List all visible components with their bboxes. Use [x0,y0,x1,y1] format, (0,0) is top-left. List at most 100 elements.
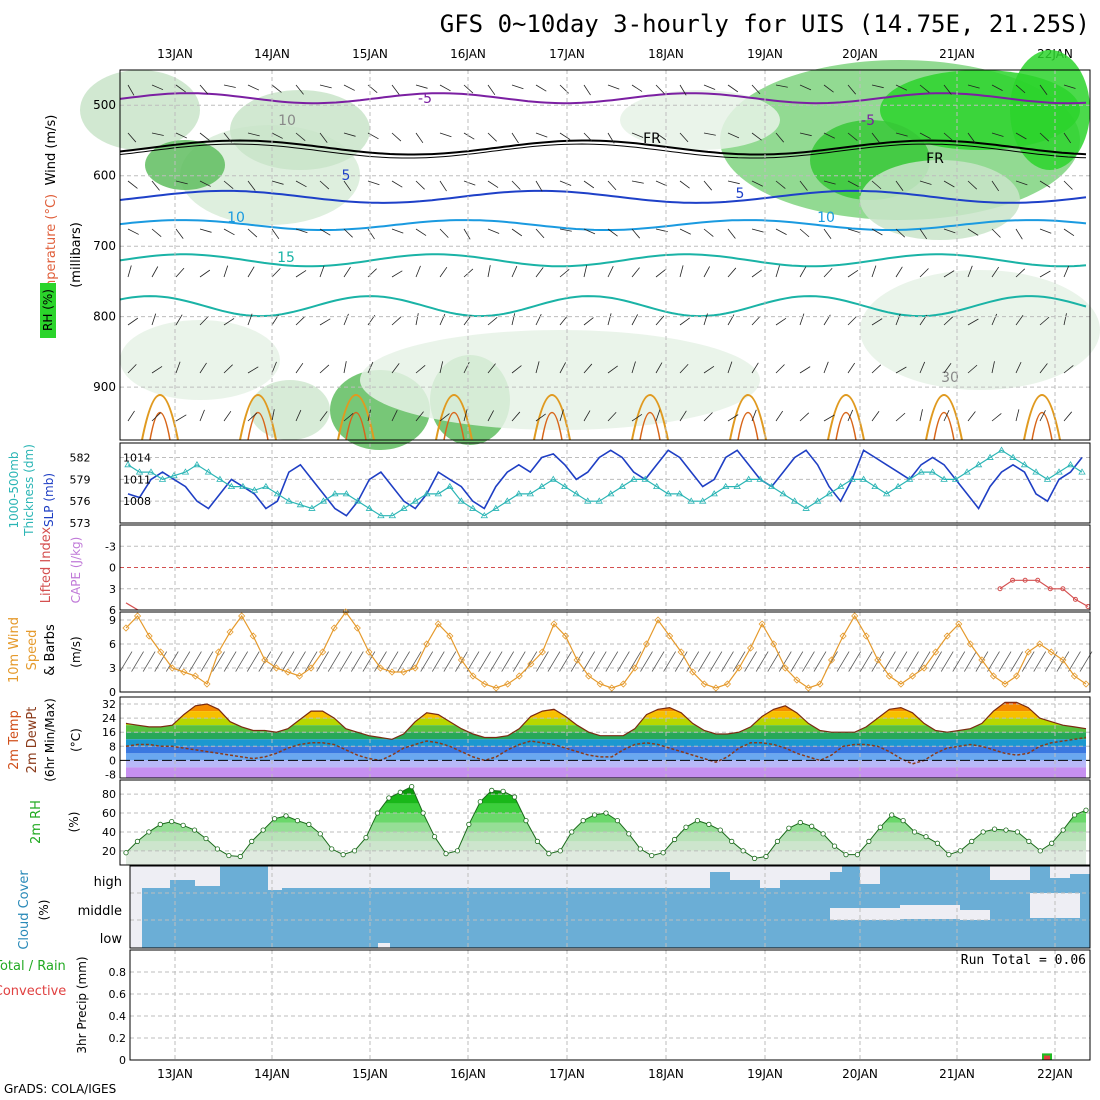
barb-1-8 [319,132,328,143]
temp-band-9 [126,760,1086,768]
barb-2-39 [1063,180,1073,190]
thickness-point-53 [733,482,741,490]
thickness-point-61 [825,490,833,497]
wind-point-73 [966,640,974,648]
barb-1-3 [199,132,210,141]
wind-point-17 [319,648,327,656]
surface-barb-29 [455,651,468,672]
barb-4-12 [415,265,421,278]
surface-barb-37 [547,651,561,672]
surface-barb-26 [420,651,434,672]
rh-point-80 [1037,848,1043,854]
surface-barb-67 [894,651,908,672]
rh-point-32 [489,787,495,793]
barb-3-21 [631,228,641,239]
wind-point-58 [793,676,801,684]
thickness-point-33 [503,497,512,504]
barb-7-30 [847,409,854,422]
rh-point-7 [203,835,209,842]
thickness-point-32 [492,504,500,511]
surface-barb-78 [1021,651,1035,672]
rh-point-62 [831,843,838,849]
barb-6-1 [151,366,163,374]
thickness-point-80 [1043,475,1052,482]
wind-point-20 [353,624,361,632]
rh-point-8 [214,846,221,852]
rh-point-74 [969,838,975,844]
label-upper-temp: Temperature (°C) [44,194,59,307]
barb-7-39 [1063,411,1073,422]
barb-2-1 [151,180,160,191]
lifted-point-3 [1035,577,1041,583]
wind-point-41 [596,680,604,688]
top-date-label-0: 13JAN [157,47,193,61]
barb-6-33 [919,361,926,374]
precip-convective-bar [1044,1055,1050,1060]
barb-5-27 [775,317,787,326]
barb-3-27 [775,228,787,235]
barb-1-36 [991,132,1004,137]
label-lifted: Lifted Index [39,526,54,603]
barb-3-8 [319,228,331,236]
barb-1-18 [559,132,571,140]
bottom-date-label-8: 21JAN [939,1067,975,1081]
rh-point-28 [443,851,449,857]
surface-barb-9 [223,651,237,672]
precip-tick-4: 0.8 [109,966,127,979]
wind-point-29 [457,656,465,664]
barb-5-21 [631,314,638,326]
chart-title: GFS 0~10day 3-hourly for UIS (14.75E, 21… [439,10,1090,38]
rh-point-12 [260,827,266,833]
surface-barb-48 [674,651,688,672]
barb-6-21 [631,361,636,374]
thickness-point-30 [469,504,477,511]
barb-4-32 [895,266,903,278]
thickness-point-11 [250,486,259,493]
barb-4-29 [823,267,833,278]
surface-barb-1 [131,651,144,672]
barb-7-23 [679,410,687,422]
thickness-point-59 [802,504,810,511]
barb-0-13 [439,84,451,92]
cloud-clear-9 [760,880,780,888]
bottom-date-label-5: 18JAN [648,1067,684,1081]
precip-tick-1: 0.2 [109,1032,127,1045]
barb-3-32 [895,228,906,238]
barb-4-36 [991,266,1000,278]
temp-tick-5: -8 [105,768,116,781]
wind-point-60 [816,680,824,688]
slp-tick-0: 1014 [123,452,151,465]
precip-frame [129,949,1091,1061]
cloud-label-low: low [100,932,123,947]
barb-1-13 [439,132,452,138]
barb-0-35 [967,84,980,89]
wind-point-32 [492,684,500,692]
barb-3-13 [439,228,449,238]
barb-0-38 [1039,84,1048,95]
barb-0-17 [535,84,547,92]
cloud-clear-edge [130,866,142,948]
wind-point-56 [770,640,778,648]
barb-1-34 [943,132,954,142]
thickness-point-77 [1009,453,1017,460]
top-date-label-2: 15JAN [352,47,388,61]
surface-barb-15 [293,651,306,672]
barb-2-13 [439,180,447,192]
surface-spike-6 [729,394,767,441]
wind-point-52 [723,680,732,688]
label-temp-u: (°C) [69,728,83,752]
barb-2-9 [343,180,352,192]
rh-point-34 [511,794,518,800]
thickness-point-20 [354,497,362,504]
barb-7-35 [967,411,976,422]
rh-tick-2: 60 [102,807,116,820]
wind-point-76 [1001,680,1009,688]
barb-3-29 [823,228,832,239]
rh-band-group [126,786,1086,865]
label-thick-a: 1000-500mb [7,451,21,528]
barb-4-34 [943,270,955,278]
bottom-date-label-1: 14JAN [254,1067,290,1081]
barb-2-19 [583,180,595,189]
barb-0-9 [343,84,355,91]
barb-7-19 [583,410,591,422]
